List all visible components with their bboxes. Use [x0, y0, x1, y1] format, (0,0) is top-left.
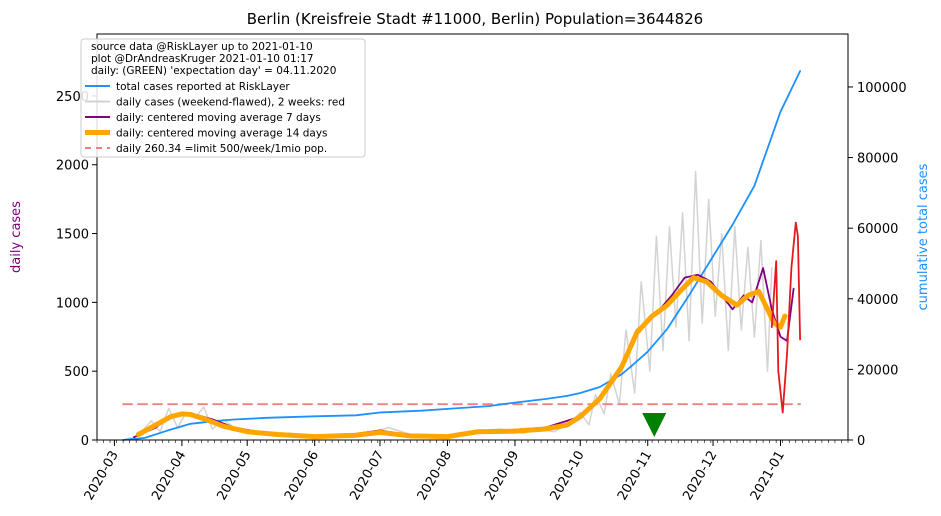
left-axis-tick-label: 2000: [56, 159, 89, 174]
x-axis: 2020-03 2020-04 2020-05 2020-06 2020-07 2020-…: [82, 440, 849, 504]
right-axis-tick-label: 80000: [857, 152, 898, 167]
legend-label: daily cases (weekend-flawed), 2 weeks: r…: [116, 97, 345, 109]
x-axis-tick-label: 2020-09: [482, 449, 522, 504]
x-axis-tick-label: 2020-03: [82, 449, 122, 504]
x-axis-tick-label: 2021-01: [748, 449, 788, 504]
chart-title: Berlin (Kreisfreie Stadt #11000, Berlin)…: [247, 10, 703, 28]
legend-label: daily 260.34 =limit 500/week/1mio pop.: [116, 143, 327, 155]
legend-note-plot: plot @DrAndreasKruger 2021-01-10 01:17: [91, 53, 314, 65]
series-line: [135, 275, 788, 440]
left-axis-tick-label: 500: [64, 365, 89, 380]
right-axis-label: cumulative total cases: [916, 163, 931, 310]
x-axis-tick-label: 2020-11: [615, 449, 655, 504]
legend-label: total cases reported at RiskLayer: [116, 81, 290, 93]
legend: source data @RiskLayer up to 2021-01-10 …: [80, 38, 366, 158]
left-axis-label: daily cases: [9, 201, 24, 273]
legend-note-source: source data @RiskLayer up to 2021-01-10: [91, 41, 313, 53]
x-axis-tick-label: 2020-07: [347, 449, 387, 504]
left-axis-tick-label: 1500: [56, 228, 89, 243]
x-axis-tick-label: 2020-10: [548, 449, 588, 504]
right-axis-tick-label: 0: [857, 434, 865, 449]
left-axis-tick-label: 0: [81, 434, 89, 449]
right-axis-tick-label: 60000: [857, 222, 898, 237]
right-axis-tick-label: 40000: [857, 293, 898, 308]
right-y-axis: 0 20000 40000 60000 80000 100000: [848, 81, 907, 449]
x-axis-tick-label: 2020-12: [680, 449, 720, 504]
legend-label: daily: centered moving average 7 days: [116, 112, 321, 124]
legend-label: daily: centered moving average 14 days: [116, 128, 328, 140]
legend-frame: [80, 38, 366, 158]
legend-entries: total cases reported at RiskLayer daily c…: [85, 81, 345, 155]
x-axis-tick-label: 2020-06: [282, 449, 322, 504]
left-axis-tick-label: 1000: [56, 296, 89, 311]
legend-note-expectation: daily: (GREEN) 'expectation day' = 04.11…: [91, 65, 336, 77]
expectation-day-marker: [642, 413, 667, 437]
series-layer: [122, 70, 801, 441]
right-axis-tick-label: 100000: [857, 81, 907, 96]
series-line: [770, 221, 801, 414]
x-axis-tick-label: 2020-05: [215, 449, 255, 504]
right-axis-tick-label: 20000: [857, 363, 898, 378]
marker-layer: [642, 413, 667, 437]
x-axis-tick-label: 2020-08: [415, 449, 455, 504]
x-axis-tick-label: 2020-04: [149, 449, 189, 504]
plot-frame: [96, 33, 849, 441]
